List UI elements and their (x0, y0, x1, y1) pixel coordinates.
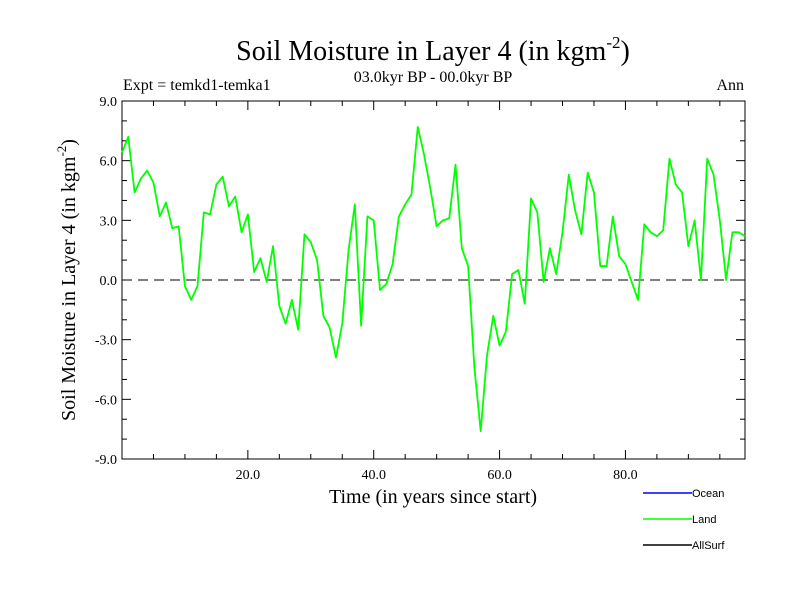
legend-label-land: Land (692, 514, 716, 526)
y-tick-label: -6.0 (95, 393, 117, 408)
chart-title-sup: -2 (606, 33, 620, 52)
y-tick-label: 3.0 (100, 214, 118, 229)
chart-title: Soil Moisture in Layer 4 (in kgm-2) (236, 33, 630, 67)
series-group (121, 125, 746, 433)
legend: Ocean Land AllSurf (643, 488, 725, 552)
x-tick-label: 40.0 (361, 468, 386, 483)
y-tick-label: 0.0 (100, 274, 118, 289)
legend-label-allsurf: AllSurf (692, 540, 725, 552)
y-tick-label: -9.0 (95, 453, 117, 468)
subtitle-left: Expt = temkd1-temka1 (123, 77, 271, 94)
axis-ticks (122, 100, 745, 460)
y-tick-label: -3.0 (95, 334, 117, 349)
y-axis-label-close: ) (58, 139, 80, 146)
y-tick-label: 9.0 (100, 95, 118, 110)
series-line-land (121, 125, 746, 433)
subtitle-right: Ann (716, 77, 744, 94)
chart-title-close: ) (621, 36, 630, 67)
subtitle-center: 03.0kyr BP - 00.0kyr BP (354, 69, 513, 86)
x-axis-label: Time (in years since start) (329, 486, 537, 508)
y-tick-label: 6.0 (100, 155, 118, 170)
x-tick-label: 20.0 (236, 468, 261, 483)
legend-label-ocean: Ocean (692, 488, 724, 500)
x-tick-label: 60.0 (487, 468, 512, 483)
y-axis-label: Soil Moisture in Layer 4 (in kgm-2) (54, 139, 80, 421)
y-axis-label-sup: -2 (54, 146, 69, 157)
x-tick-label: 80.0 (613, 468, 638, 483)
axis-tick-labels: 9.0 6.0 3.0 0.0 -3.0 -6.0 -9.0 20.0 40.0 60.0 80.0 (95, 95, 638, 483)
